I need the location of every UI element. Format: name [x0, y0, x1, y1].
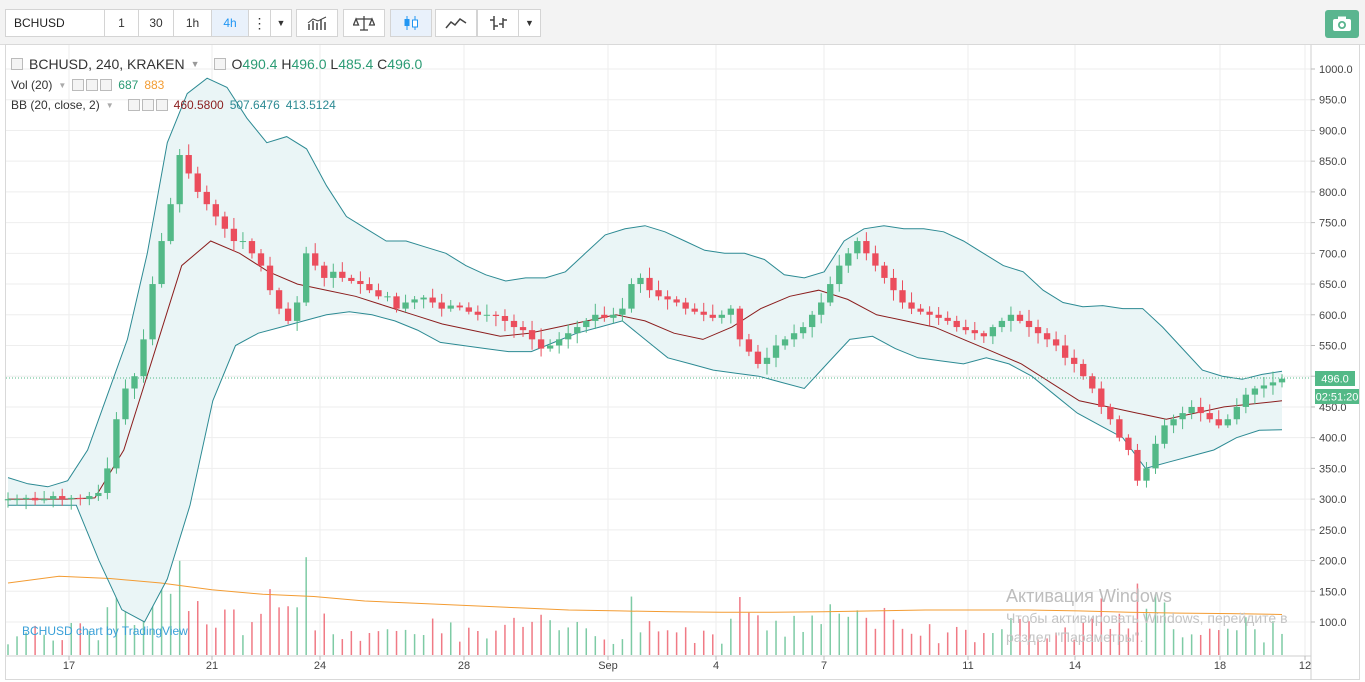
bb-basis-value: 460.5800	[173, 98, 224, 112]
bb-eye-icon[interactable]	[127, 99, 140, 111]
volume-eye-icon[interactable]	[72, 79, 85, 91]
interval-1-button[interactable]: 1	[104, 9, 139, 37]
line-chart-icon	[445, 18, 467, 29]
line-style-button[interactable]	[435, 9, 477, 37]
volume-indicator-label: Vol (20)	[11, 78, 53, 92]
legend-dropdown-chevron-icon[interactable]: ▼	[190, 59, 200, 69]
eye-icon[interactable]	[213, 58, 226, 70]
bb-indicator-label: BB (20, close, 2)	[11, 98, 100, 112]
chart-frame	[5, 44, 1360, 680]
volume-close-icon[interactable]	[100, 79, 113, 91]
tradingview-credit-link[interactable]: BCHUSD chart by TradingView	[22, 624, 188, 638]
camera-icon	[1333, 16, 1351, 31]
ohlc-values: O490.4 H496.0 L485.4 C496.0	[231, 56, 423, 72]
bb-upper-value: 507.6476	[229, 98, 280, 112]
interval-1-label: 1	[118, 16, 125, 30]
interval-4h-button[interactable]: 4h	[211, 9, 249, 37]
interval-dropdown-chevron-icon[interactable]: ▼	[270, 9, 292, 37]
bb-close-icon[interactable]	[155, 99, 168, 111]
bb-dropdown-chevron-icon[interactable]: ▼	[105, 100, 114, 110]
more-intervals-icon[interactable]: ⋮	[248, 9, 271, 37]
bb-settings-icon[interactable]	[141, 99, 154, 111]
scales-icon	[353, 16, 375, 31]
interval-4h-label: 4h	[223, 16, 237, 30]
volume-dropdown-chevron-icon[interactable]: ▼	[58, 80, 67, 90]
chart-style-dropdown-chevron-icon[interactable]: ▼	[518, 9, 541, 37]
compare-button[interactable]	[343, 9, 385, 37]
interval-1h-button[interactable]: 1h	[173, 9, 212, 37]
candles-style-button[interactable]	[390, 9, 432, 37]
interval-1h-label: 1h	[185, 16, 200, 30]
interval-30-label: 30	[149, 16, 163, 30]
bb-lower-value: 413.5124	[285, 98, 336, 112]
volume-value: 687	[118, 78, 139, 92]
volume-ma-value: 883	[144, 78, 165, 92]
volume-legend: Vol (20) ▼ 687 883	[11, 78, 164, 92]
ohlc-bars-icon	[490, 16, 507, 30]
bars-style-button[interactable]	[477, 9, 519, 37]
windows-activation-title: Активация Windows	[1006, 586, 1172, 606]
interval-30-button[interactable]: 30	[138, 9, 174, 37]
windows-activation-text: Чтобы активировать Windows, перейдите в …	[1006, 610, 1288, 645]
symbol-title: BCHUSD, 240, KRAKEN	[29, 56, 185, 72]
symbol-input[interactable]	[5, 9, 105, 37]
bar-chart-icon	[307, 16, 327, 30]
volume-settings-icon[interactable]	[86, 79, 99, 91]
indicators-button[interactable]	[296, 9, 338, 37]
top-toolbar: 1 30 1h 4h ⋮ ▼ ▼	[0, 0, 1365, 45]
collapse-legend-icon[interactable]	[11, 58, 23, 70]
main-legend: BCHUSD, 240, KRAKEN ▼ O490.4 H496.0 L485…	[11, 56, 422, 72]
bb-legend: BB (20, close, 2) ▼ 460.5800 507.6476 41…	[11, 98, 336, 112]
snapshot-button[interactable]	[1325, 10, 1359, 38]
candlestick-icon	[404, 16, 418, 30]
